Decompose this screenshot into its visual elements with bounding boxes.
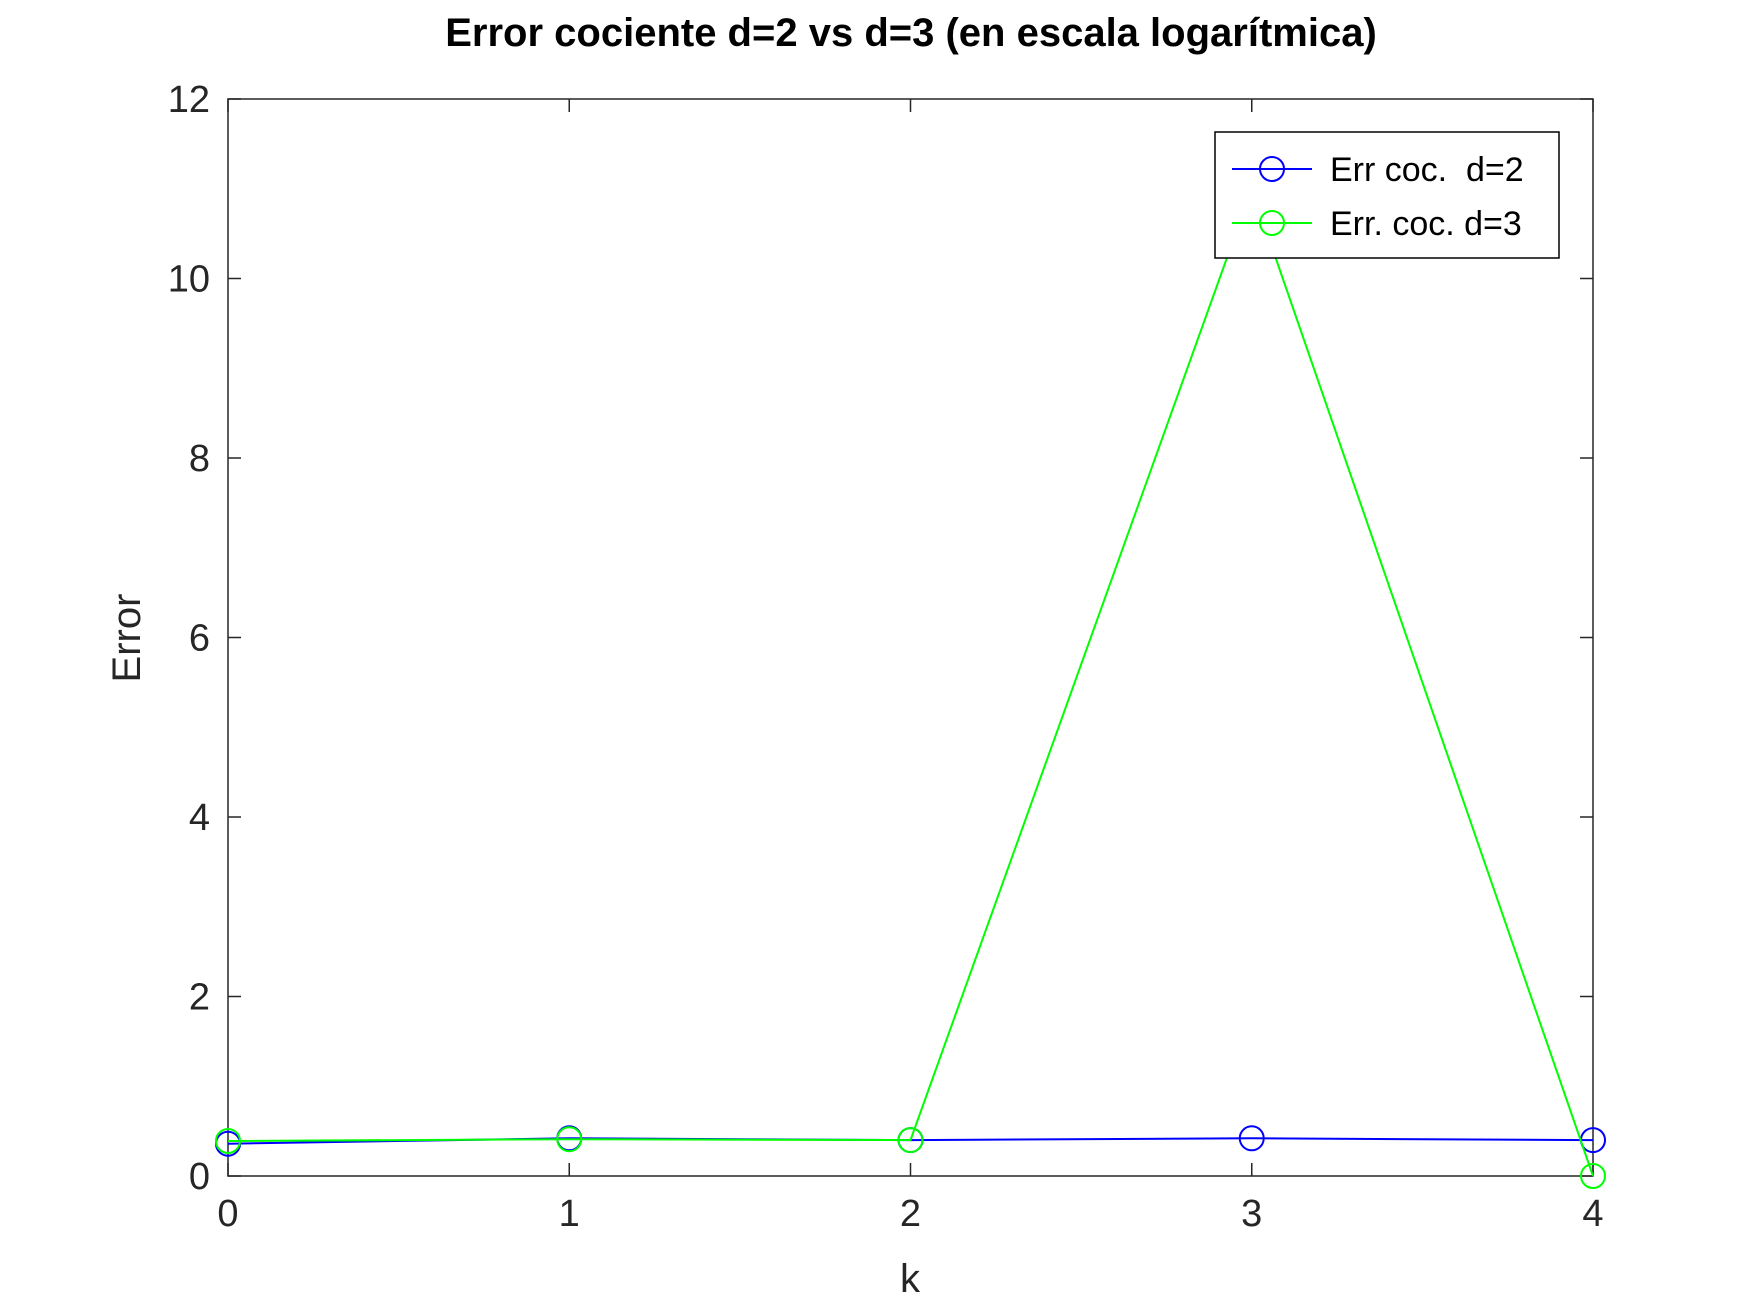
y-tick-label: 12 — [168, 79, 210, 121]
data-point — [897, 1127, 924, 1154]
legend: Err coc. d=2 Err. coc. d=3 — [1214, 131, 1560, 259]
plot-area — [227, 98, 1594, 1177]
legend-marker — [1259, 210, 1285, 236]
legend-label: Err coc. d=2 — [1330, 151, 1524, 189]
data-point — [1580, 1163, 1606, 1189]
x-tick-label: 3 — [1241, 1193, 1262, 1235]
x-axis-label: k — [900, 1257, 921, 1301]
y-axis-label: Error — [105, 594, 149, 683]
x-tick-label: 1 — [559, 1193, 580, 1235]
series-line — [227, 185, 1594, 1177]
data-point — [556, 1126, 583, 1153]
legend-entry: Err coc. d=2 — [1232, 151, 1524, 189]
data-point — [215, 1127, 241, 1154]
chart-title: Error cociente d=2 vs d=3 (en escala log… — [445, 11, 1377, 55]
y-tick-label: 10 — [168, 259, 210, 301]
legend-box — [1214, 131, 1560, 259]
legend-label: Err. coc. d=3 — [1330, 205, 1522, 243]
legend-marker — [1259, 156, 1285, 182]
x-tick-label: 2 — [900, 1193, 921, 1235]
y-tick-label: 0 — [189, 1156, 210, 1198]
y-tick-label: 6 — [189, 618, 210, 660]
y-tick-label: 2 — [189, 977, 210, 1019]
y-tick-label: 4 — [189, 797, 210, 839]
data-point — [1238, 1125, 1265, 1152]
legend-entry: Err. coc. d=3 — [1232, 205, 1522, 243]
x-tick-label: 4 — [1582, 1193, 1603, 1235]
x-tick-label: 0 — [217, 1193, 238, 1235]
y-tick-label: 8 — [189, 438, 210, 480]
